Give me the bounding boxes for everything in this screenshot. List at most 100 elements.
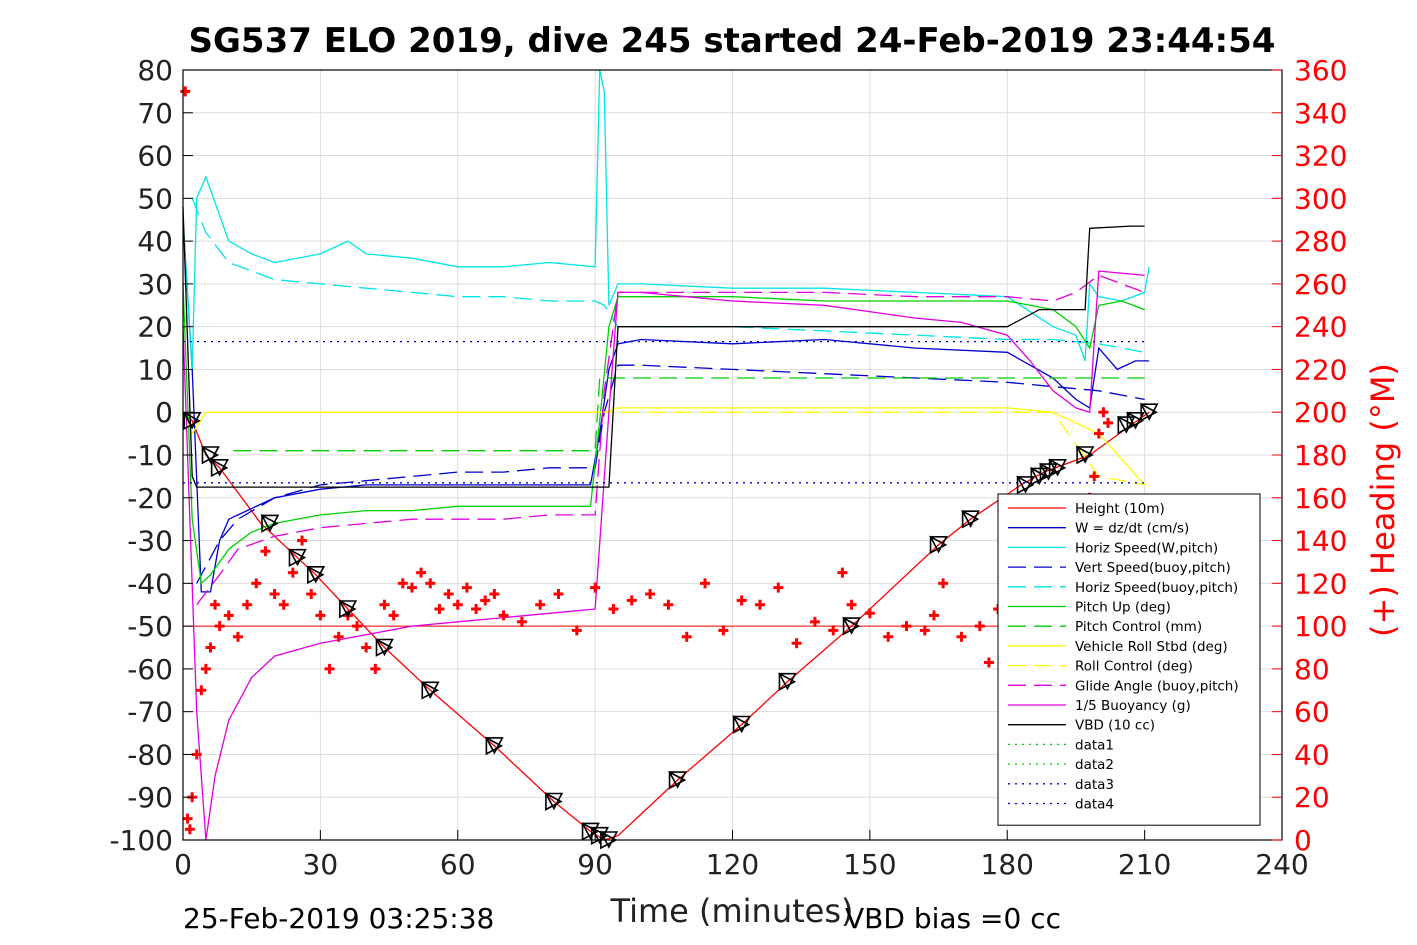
heading-point (278, 599, 289, 610)
heading-point (196, 685, 207, 696)
legend-label: data1 (1075, 737, 1114, 753)
heading-point (200, 663, 211, 674)
legend-label: Vehicle Roll Stbd (deg) (1075, 639, 1228, 655)
depth-marker (1029, 467, 1049, 486)
y-tick-label: -90 (127, 781, 173, 814)
depth-marker (1126, 411, 1145, 431)
heading-point (232, 631, 243, 642)
right-y-tick-label: 120 (1294, 567, 1347, 600)
heading-point (956, 631, 967, 642)
heading-point (837, 567, 848, 578)
series-line-3 (196, 364, 1145, 584)
series-line-9 (196, 274, 1145, 606)
heading-point (571, 625, 582, 636)
depth-marker (1139, 402, 1159, 422)
heading-point (700, 578, 711, 589)
right-y-tick-label: 300 (1294, 182, 1347, 215)
y-tick-label: 10 (137, 353, 173, 386)
depth-marker (306, 565, 326, 585)
heading-point (754, 599, 765, 610)
depth-marker (1048, 458, 1067, 478)
y-tick-label: 30 (137, 268, 173, 301)
chart-title: SG537 ELO 2019, dive 245 started 24-Feb-… (189, 21, 1276, 61)
legend-label: Pitch Control (mm) (1075, 619, 1202, 635)
heading-point (1089, 471, 1100, 482)
heading-point (406, 582, 417, 593)
footer-vbd-bias: VBD bias =0 cc (845, 902, 1061, 935)
series-line-11 (182, 206, 1145, 488)
right-y-tick-label: 340 (1294, 97, 1347, 130)
x-tick-label: 0 (174, 848, 192, 881)
right-y-tick-label: 20 (1294, 781, 1330, 814)
depth-marker (929, 535, 948, 555)
heading-point (645, 589, 656, 600)
depth-marker (544, 792, 564, 811)
heading-point (306, 589, 317, 600)
heading-point (791, 638, 802, 649)
right-y-tick-label: 260 (1294, 268, 1347, 301)
x-axis-label: Time (minutes) (610, 892, 854, 930)
heading-point (461, 582, 472, 593)
heading-point (809, 616, 820, 627)
y-tick-label: -80 (127, 738, 173, 771)
heading-point (443, 589, 454, 600)
right-y-tick-label: 220 (1294, 353, 1347, 386)
heading-point (883, 631, 894, 642)
right-y-tick-label: 140 (1294, 525, 1347, 558)
depth-marker (201, 445, 220, 465)
heading-point (828, 625, 839, 636)
legend-label: data4 (1075, 797, 1114, 813)
right-y-tick-label: 160 (1294, 482, 1347, 515)
x-tick-label: 240 (1255, 848, 1308, 881)
right-y-tick-label: 180 (1294, 439, 1347, 472)
series-line-4 (191, 198, 1145, 353)
heading-point (184, 824, 195, 835)
heading-point (846, 599, 857, 610)
depth-marker (288, 548, 307, 568)
legend-label: Horiz Speed(W,pitch) (1075, 540, 1218, 556)
heading-point (535, 599, 546, 610)
legend-label: VBD (10 cc) (1075, 718, 1155, 734)
heading-point (681, 631, 692, 642)
depth-marker (668, 770, 687, 790)
depth-marker (260, 514, 280, 533)
heading-point (191, 749, 202, 760)
depth-marker (581, 822, 600, 841)
depth-marker (1039, 462, 1058, 482)
y-tick-label: 70 (137, 97, 173, 130)
right-y-axis-label: (+) Heading (°M) (1364, 363, 1402, 637)
x-tick-label: 90 (577, 848, 613, 881)
depth-marker (375, 638, 394, 657)
y-tick-label: -30 (127, 525, 173, 558)
depth-marker (420, 680, 440, 700)
heading-point (919, 625, 930, 636)
x-tick-label: 30 (303, 848, 339, 881)
heading-point (901, 621, 912, 632)
heading-point (210, 599, 221, 610)
x-tick-label: 120 (706, 848, 759, 881)
depth-marker (182, 411, 202, 431)
legend-label: data2 (1075, 757, 1114, 773)
depth-marker (485, 736, 504, 756)
y-tick-label: 80 (137, 54, 173, 87)
y-tick-label: -70 (127, 696, 173, 729)
heading-point (773, 582, 784, 593)
y-tick-label: 50 (137, 182, 173, 215)
heading-point (452, 599, 463, 610)
right-y-tick-label: 200 (1294, 396, 1347, 429)
depth-marker (961, 509, 980, 529)
y-tick-label: 20 (137, 311, 173, 344)
heading-point (425, 578, 436, 589)
heading-point (352, 621, 363, 632)
heading-point (315, 610, 326, 621)
heading-point (864, 608, 875, 619)
x-tick-label: 60 (440, 848, 476, 881)
heading-point (379, 599, 390, 610)
y-tick-label: -50 (127, 610, 173, 643)
heading-point (242, 599, 253, 610)
y-tick-label: 60 (137, 140, 173, 173)
heading-point (1102, 417, 1113, 428)
heading-point (416, 567, 427, 578)
right-y-tick-label: 280 (1294, 225, 1347, 258)
y-tick-label: 0 (155, 396, 173, 429)
